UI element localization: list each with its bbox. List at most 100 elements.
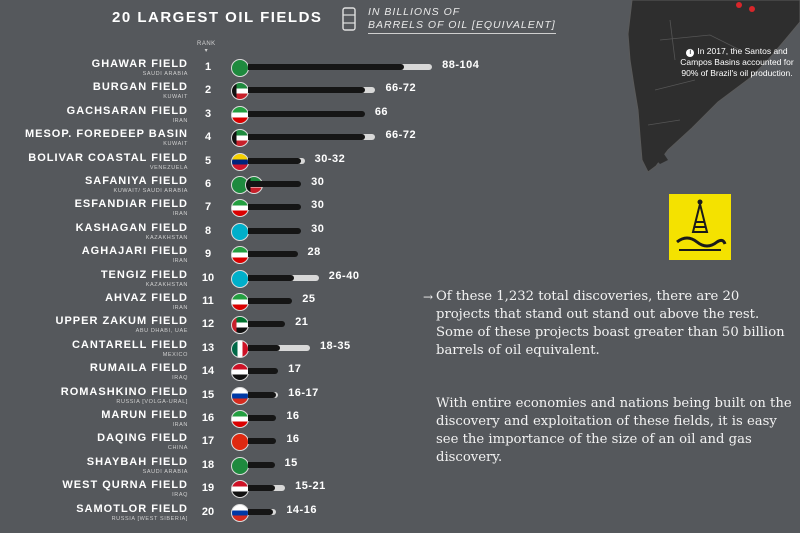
venezuela-flag-icon	[231, 152, 249, 171]
value-label: 16-17	[288, 386, 319, 399]
russia-flag-icon	[231, 503, 249, 522]
table-row: WEST QURNA FIELD IRAQ 19 15-21	[0, 479, 800, 503]
unit-line-1: IN BILLIONS OF	[368, 6, 461, 18]
arrow-right-icon: →	[423, 290, 434, 304]
iran-flag-icon	[231, 293, 249, 311]
field-rank: 6	[204, 178, 212, 190]
iran-flag-icon	[231, 410, 249, 428]
field-rank: 9	[204, 248, 212, 261]
info-icon: i	[686, 49, 695, 57]
basin-marker-1	[736, 2, 742, 8]
table-row: BOLIVAR COASTAL FIELD VENEZUELA 5 30-32	[0, 152, 800, 176]
field-rank: 7	[204, 201, 212, 214]
field-rank: 12	[201, 318, 215, 331]
field-country: KAZAKHSTAN	[145, 234, 188, 241]
table-row: ROMASHKINO FIELD RUSSIA [VOLGA-URAL] 15 16-…	[0, 386, 800, 410]
barrel-icon	[342, 7, 356, 31]
field-rank: 20	[201, 505, 215, 518]
field-name: ESFANDIAR FIELD	[74, 198, 188, 211]
field-rank: 16	[201, 412, 215, 424]
intro-paragraph: → Of these 1,232 total discoveries, ther…	[423, 288, 796, 360]
table-row: AGHAJARI FIELD IRAN 9 28	[0, 245, 800, 269]
field-name: SAFANIYA FIELD	[84, 175, 188, 187]
second-paragraph: With entire economies and nations being …	[436, 396, 792, 465]
bar-low-estimate	[248, 274, 295, 281]
value-label: 15	[284, 456, 298, 469]
field-rank: 10	[201, 271, 215, 284]
bar-low-estimate	[248, 508, 273, 515]
field-country: KUWAIT	[163, 94, 188, 101]
iran-flag-icon	[231, 105, 249, 124]
field-country: IRAN	[172, 305, 188, 311]
field-rank: 13	[201, 341, 215, 354]
field-name: GACHSARAN FIELD	[66, 104, 188, 117]
field-rank: 14	[201, 365, 215, 378]
bar-low-estimate	[248, 181, 302, 187]
field-name: CANTARELL FIELD	[71, 338, 188, 351]
field-name: DAQING FIELD	[97, 432, 188, 445]
field-country: KUWAIT/ SAUDI ARABIA	[113, 188, 188, 194]
field-country: MEXICO	[162, 351, 188, 358]
chart-title: 20 LARGEST OIL FIELDS	[112, 9, 323, 26]
iran-flag-icon	[231, 199, 249, 218]
uae-flag-icon	[231, 316, 249, 335]
rank-header-label: RANK	[197, 41, 216, 47]
country-borders	[647, 19, 741, 126]
field-country: CHINA	[167, 445, 188, 452]
value-label: 28	[307, 246, 321, 259]
value-label: 30-32	[314, 152, 346, 165]
field-country: KUWAIT	[163, 141, 188, 148]
field-country: IRAQ	[172, 375, 188, 382]
bar-low-estimate	[248, 391, 277, 398]
table-row: UPPER ZAKUM FIELD ABU DHABI, UAE 12 21	[0, 315, 800, 339]
bar-low-estimate	[248, 368, 279, 375]
table-row: AHVAZ FIELD IRAN 11 25	[0, 292, 800, 316]
iran-flag-icon	[231, 246, 249, 265]
bar-low-estimate	[248, 438, 277, 445]
map-note: i In 2017, the Santos and Campos Basins a…	[674, 46, 800, 79]
field-rank: 15	[201, 388, 215, 401]
basin-marker-2	[749, 6, 755, 12]
field-name: GHAWAR FIELD	[91, 58, 188, 70]
value-label: 66-72	[385, 129, 417, 142]
field-name: TENGIZ FIELD	[100, 268, 188, 281]
field-country: IRAN	[172, 117, 188, 124]
field-name: WEST QURNA FIELD	[62, 479, 188, 492]
value-label: 30	[311, 199, 325, 212]
field-name: BURGAN FIELD	[92, 81, 188, 94]
china-flag-icon	[231, 433, 249, 452]
field-country: IRAN	[172, 258, 188, 265]
kuwait-flag-icon	[231, 129, 249, 148]
table-row: MESOP. FOREDEEP BASIN KUWAIT 4 66-72	[0, 128, 800, 152]
bar-low-estimate	[248, 321, 286, 328]
field-rank: 1	[204, 61, 212, 73]
map-note-text: In 2017, the Santos and Campos Basins ac…	[680, 46, 794, 78]
rank-header-arrow-icon: ▾	[204, 48, 209, 54]
table-row: SAFANIYA FIELD KUWAIT/ SAUDI ARABIA 6 30	[0, 175, 800, 199]
field-rank: 18	[201, 458, 215, 471]
field-rank: 4	[204, 131, 212, 144]
value-label: 26-40	[328, 269, 360, 282]
bar-low-estimate	[248, 251, 298, 258]
field-country: IRAN	[172, 422, 188, 428]
table-row: SAMOTLOR FIELD RUSSIA [WEST SIBERIA] 20 14-…	[0, 503, 800, 527]
value-label: 16	[286, 410, 300, 422]
table-row: TENGIZ FIELD KAZAKHSTAN 10 26-40	[0, 268, 800, 293]
table-row: DAQING FIELD CHINA 17 16	[0, 432, 800, 456]
oil-derrick-logo-icon	[676, 199, 727, 251]
russia-flag-icon	[231, 386, 249, 405]
value-label: 30	[311, 222, 325, 235]
bar-low-estimate	[248, 485, 275, 492]
paragraph-1-text: Of these 1,232 total discoveries, there …	[436, 289, 785, 358]
table-row: MARUN FIELD IRAN 16 16	[0, 409, 800, 433]
field-name: KASHAGAN FIELD	[75, 221, 188, 234]
field-country: SAUDI ARABIA	[142, 71, 188, 77]
iraq-flag-icon	[231, 480, 249, 499]
field-country: ABU DHABI, UAE	[135, 328, 188, 335]
table-row: GACHSARAN FIELD IRAN 3 66	[0, 104, 800, 129]
field-rank: 17	[201, 435, 215, 448]
mexico-flag-icon	[231, 339, 249, 358]
bar-low-estimate	[248, 64, 404, 70]
unit-line-2: BARRELS OF OIL [EQUIVALENT]	[368, 19, 556, 34]
saudi-arabia-flag-icon	[231, 456, 249, 475]
